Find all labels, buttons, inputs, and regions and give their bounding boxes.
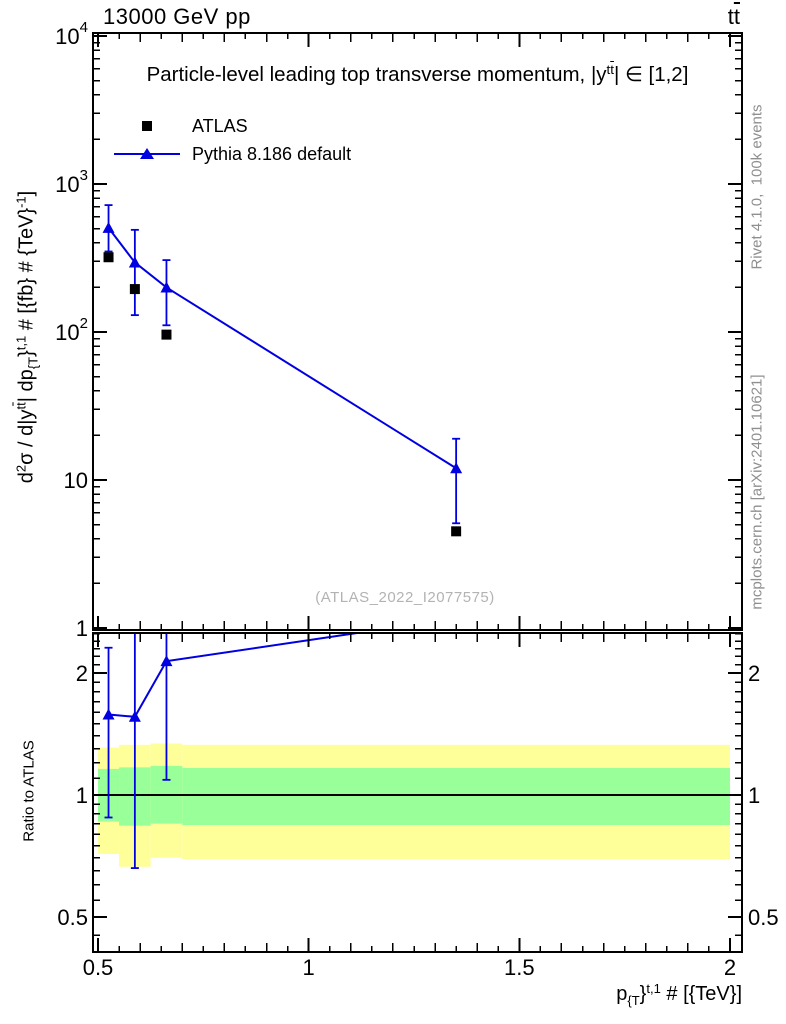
main-y-tick-label: 103 [55, 167, 88, 197]
ratio-y-tick-label-left: 2 [76, 661, 88, 686]
ratio-y-tick-label-left: 0.5 [57, 904, 88, 929]
green-band [182, 767, 730, 826]
main-y-tick-label: 104 [55, 19, 88, 49]
atlas-series-main [103, 252, 462, 537]
pythia-series-main [102, 204, 463, 525]
ratio-uncertainty-bands [98, 743, 730, 867]
x-tick-label: 1.5 [504, 955, 535, 980]
rivet-version-caption: Rivet 4.1.0, 100k events [748, 104, 766, 270]
process-label: tt [727, 4, 740, 29]
x-tick-label: 0.5 [83, 955, 114, 980]
ratio-y-tick-label-left: 1 [76, 783, 88, 808]
legend-label-pythia: Pythia 8.186 default [192, 143, 352, 164]
legend-item-atlas: ATLAS [114, 115, 351, 137]
mcplots-arxiv-caption: mcplots.cern.ch [arXiv:2401.10621] [748, 374, 766, 610]
legend: ATLAS Pythia 8.186 default [114, 115, 351, 165]
x-axis-label: p{T}t,1 # [{TeV}] [616, 980, 742, 1008]
main-panel-frame [92, 32, 743, 631]
main-y-axis-label: d2σ / d|ytt| dp{T}t,1 # [{fb} # {TeV}-1] [13, 190, 41, 484]
beam-energy-title: 13000 GeV pp [103, 4, 251, 29]
legend-label-atlas: ATLAS [192, 115, 248, 136]
pythia-ratio-series [102, 633, 364, 869]
x-tick-label: 1 [303, 955, 315, 980]
ratio-panel-frame [92, 632, 743, 953]
pythia-triangle-line-marker-icon [114, 146, 180, 162]
observable-title: Particle-level leading top transverse mo… [146, 61, 689, 86]
ratio-y-tick-label-right: 2 [748, 661, 760, 686]
axis-ticks [93, 33, 742, 952]
ratio-y-axis-label: Ratio to ATLAS [20, 740, 38, 842]
x-tick-label: 2 [724, 955, 736, 980]
main-y-tick-label: 10 [64, 468, 88, 493]
ratio-y-tick-label-right: 1 [748, 783, 760, 808]
atlas-square-marker-icon [114, 119, 180, 133]
analysis-id-watermark: (ATLAS_2022_I2077575) [315, 589, 495, 606]
main-y-tick-label: 1 [76, 616, 88, 641]
main-y-tick-label: 102 [55, 315, 88, 345]
legend-item-pythia: Pythia 8.186 default [114, 143, 351, 165]
ratio-y-tick-label-right: 0.5 [748, 904, 779, 929]
